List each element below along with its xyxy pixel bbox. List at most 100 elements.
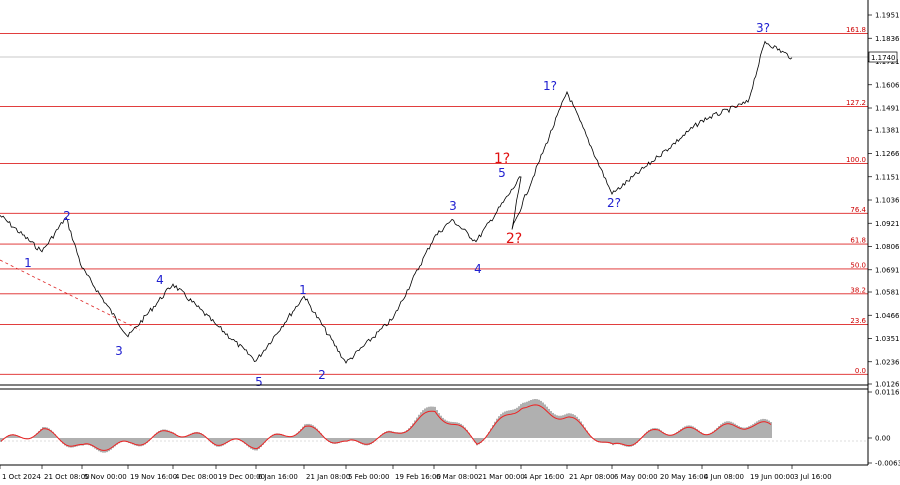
oscillator-bar xyxy=(168,430,170,438)
oscillator-bar xyxy=(408,428,410,438)
oscillator-bar xyxy=(110,437,112,450)
fib-level-label: 23.6 xyxy=(850,317,866,325)
oscillator-bar xyxy=(764,418,766,438)
wave-label: 5 xyxy=(255,375,263,389)
oscillator-bar xyxy=(106,437,108,453)
oscillator-bar xyxy=(576,416,578,438)
wave-label: 1? xyxy=(543,79,557,93)
oscillator-bar xyxy=(286,436,288,438)
oscillator-bar xyxy=(406,430,408,438)
wave-label: 1 xyxy=(299,283,307,297)
oscillator-bar xyxy=(258,437,260,449)
time-tick-label: 6 Jan 16:00 xyxy=(258,473,298,481)
oscillator-bar xyxy=(272,434,274,438)
oscillator-bar xyxy=(218,437,220,447)
oscillator-bar xyxy=(450,421,452,438)
oscillator-bar xyxy=(230,437,232,441)
oscillator-bar xyxy=(140,437,142,447)
oscillator-bar xyxy=(596,437,598,442)
oscillator-bar xyxy=(740,427,742,438)
oscillator-bar xyxy=(710,432,712,438)
oscillator-bar xyxy=(246,437,248,446)
oscillator-bar xyxy=(396,432,398,438)
oscillator-bar xyxy=(388,430,390,438)
oscillator-bar xyxy=(164,429,166,438)
oscillator-bar xyxy=(686,425,688,438)
time-tick-label: 4 Jun 08:00 xyxy=(704,473,744,481)
oscillator-bar xyxy=(358,437,360,443)
oscillator-bar xyxy=(170,431,172,438)
price-tick-label: 1.1266 xyxy=(875,150,900,158)
oscillator-bar xyxy=(614,437,616,445)
oscillator-bar xyxy=(352,437,354,441)
oscillator-bar xyxy=(488,431,490,438)
oscillator-bar xyxy=(214,437,216,446)
oscillator-bar xyxy=(682,427,684,438)
oscillator-bar xyxy=(10,434,12,438)
oscillator-bar xyxy=(436,410,438,438)
oscillator-bar xyxy=(302,426,304,438)
fibonacci-levels: 161.8 127.2 100.0 76.4 61.8 50.0 38.2 23.6 0.0 xyxy=(0,26,868,375)
oscillator-bar xyxy=(382,433,384,438)
oscillator-bar xyxy=(248,437,250,448)
oscillator-bar xyxy=(584,427,586,438)
oscillator-bar xyxy=(650,428,652,438)
fib-level-label: 76.4 xyxy=(850,206,866,214)
time-tick-label: 6 Mar 08:00 xyxy=(436,473,478,481)
oscillator-bar xyxy=(266,437,268,441)
oscillator-bar xyxy=(116,437,118,445)
oscillator-bar xyxy=(722,422,724,438)
oscillator-bar xyxy=(146,437,148,443)
oscillator-bar xyxy=(620,437,622,445)
fib-level-label: 0.0 xyxy=(855,367,866,375)
oscillator-bar xyxy=(216,437,218,447)
oscillator-bar xyxy=(608,437,610,444)
oscillator-bar xyxy=(86,437,88,445)
wave-label: 2? xyxy=(607,196,621,210)
time-tick-label: 1 Oct 2024 xyxy=(2,473,41,481)
wave-label: 5 xyxy=(498,166,506,180)
oscillator-bar xyxy=(486,435,488,438)
oscillator-bar xyxy=(102,437,104,453)
oscillator-bar xyxy=(254,437,256,451)
oscillator-bar xyxy=(628,437,630,447)
oscillator-bar xyxy=(662,431,664,438)
oscillator-bar xyxy=(318,430,320,438)
oscillator-bar xyxy=(12,434,14,438)
oscillator-bar xyxy=(82,437,84,446)
oscillator-bar xyxy=(524,402,526,438)
oscillator-bar xyxy=(766,419,768,438)
oscillator-bar xyxy=(274,433,276,438)
time-tick-label: 19 Nov 16:00 xyxy=(130,473,177,481)
oscillator-bar xyxy=(138,437,140,447)
oscillator-bar xyxy=(556,415,558,438)
price-tick-label: 1.1606 xyxy=(875,81,900,89)
oscillator-bar xyxy=(190,433,192,438)
oscillator-signal-line xyxy=(0,404,772,451)
oscillator-bar xyxy=(546,406,548,438)
oscillator-bar xyxy=(120,437,122,443)
oscillator-bar xyxy=(148,437,150,441)
oscillator-bar xyxy=(126,437,128,443)
oscillator-bar xyxy=(330,437,332,444)
oscillator-bar xyxy=(256,437,258,451)
oscillator-bar xyxy=(48,428,50,438)
oscillator-bar xyxy=(516,407,518,438)
oscillator-bar xyxy=(490,428,492,438)
oscillator-bar xyxy=(336,437,338,444)
oscillator-bar xyxy=(386,431,388,438)
oscillator-bar xyxy=(122,437,124,442)
oscillator-bar xyxy=(562,415,564,438)
current-price-label: 1.1740 xyxy=(871,54,896,62)
oscillator-bar xyxy=(424,408,426,438)
wave-label: 4 xyxy=(156,273,164,287)
oscillator-bar xyxy=(136,437,138,447)
oscillator-bar xyxy=(458,422,460,438)
oscillator-bar xyxy=(536,399,538,438)
time-tick-label: 21 Jan 08:00 xyxy=(306,473,350,481)
oscillator-bar xyxy=(60,437,62,442)
time-tick-label: 19 Jun 00:00 xyxy=(750,473,794,481)
oscillator-bar xyxy=(670,434,672,438)
oscillator-bar xyxy=(340,437,342,443)
oscillator-bar xyxy=(226,437,228,444)
